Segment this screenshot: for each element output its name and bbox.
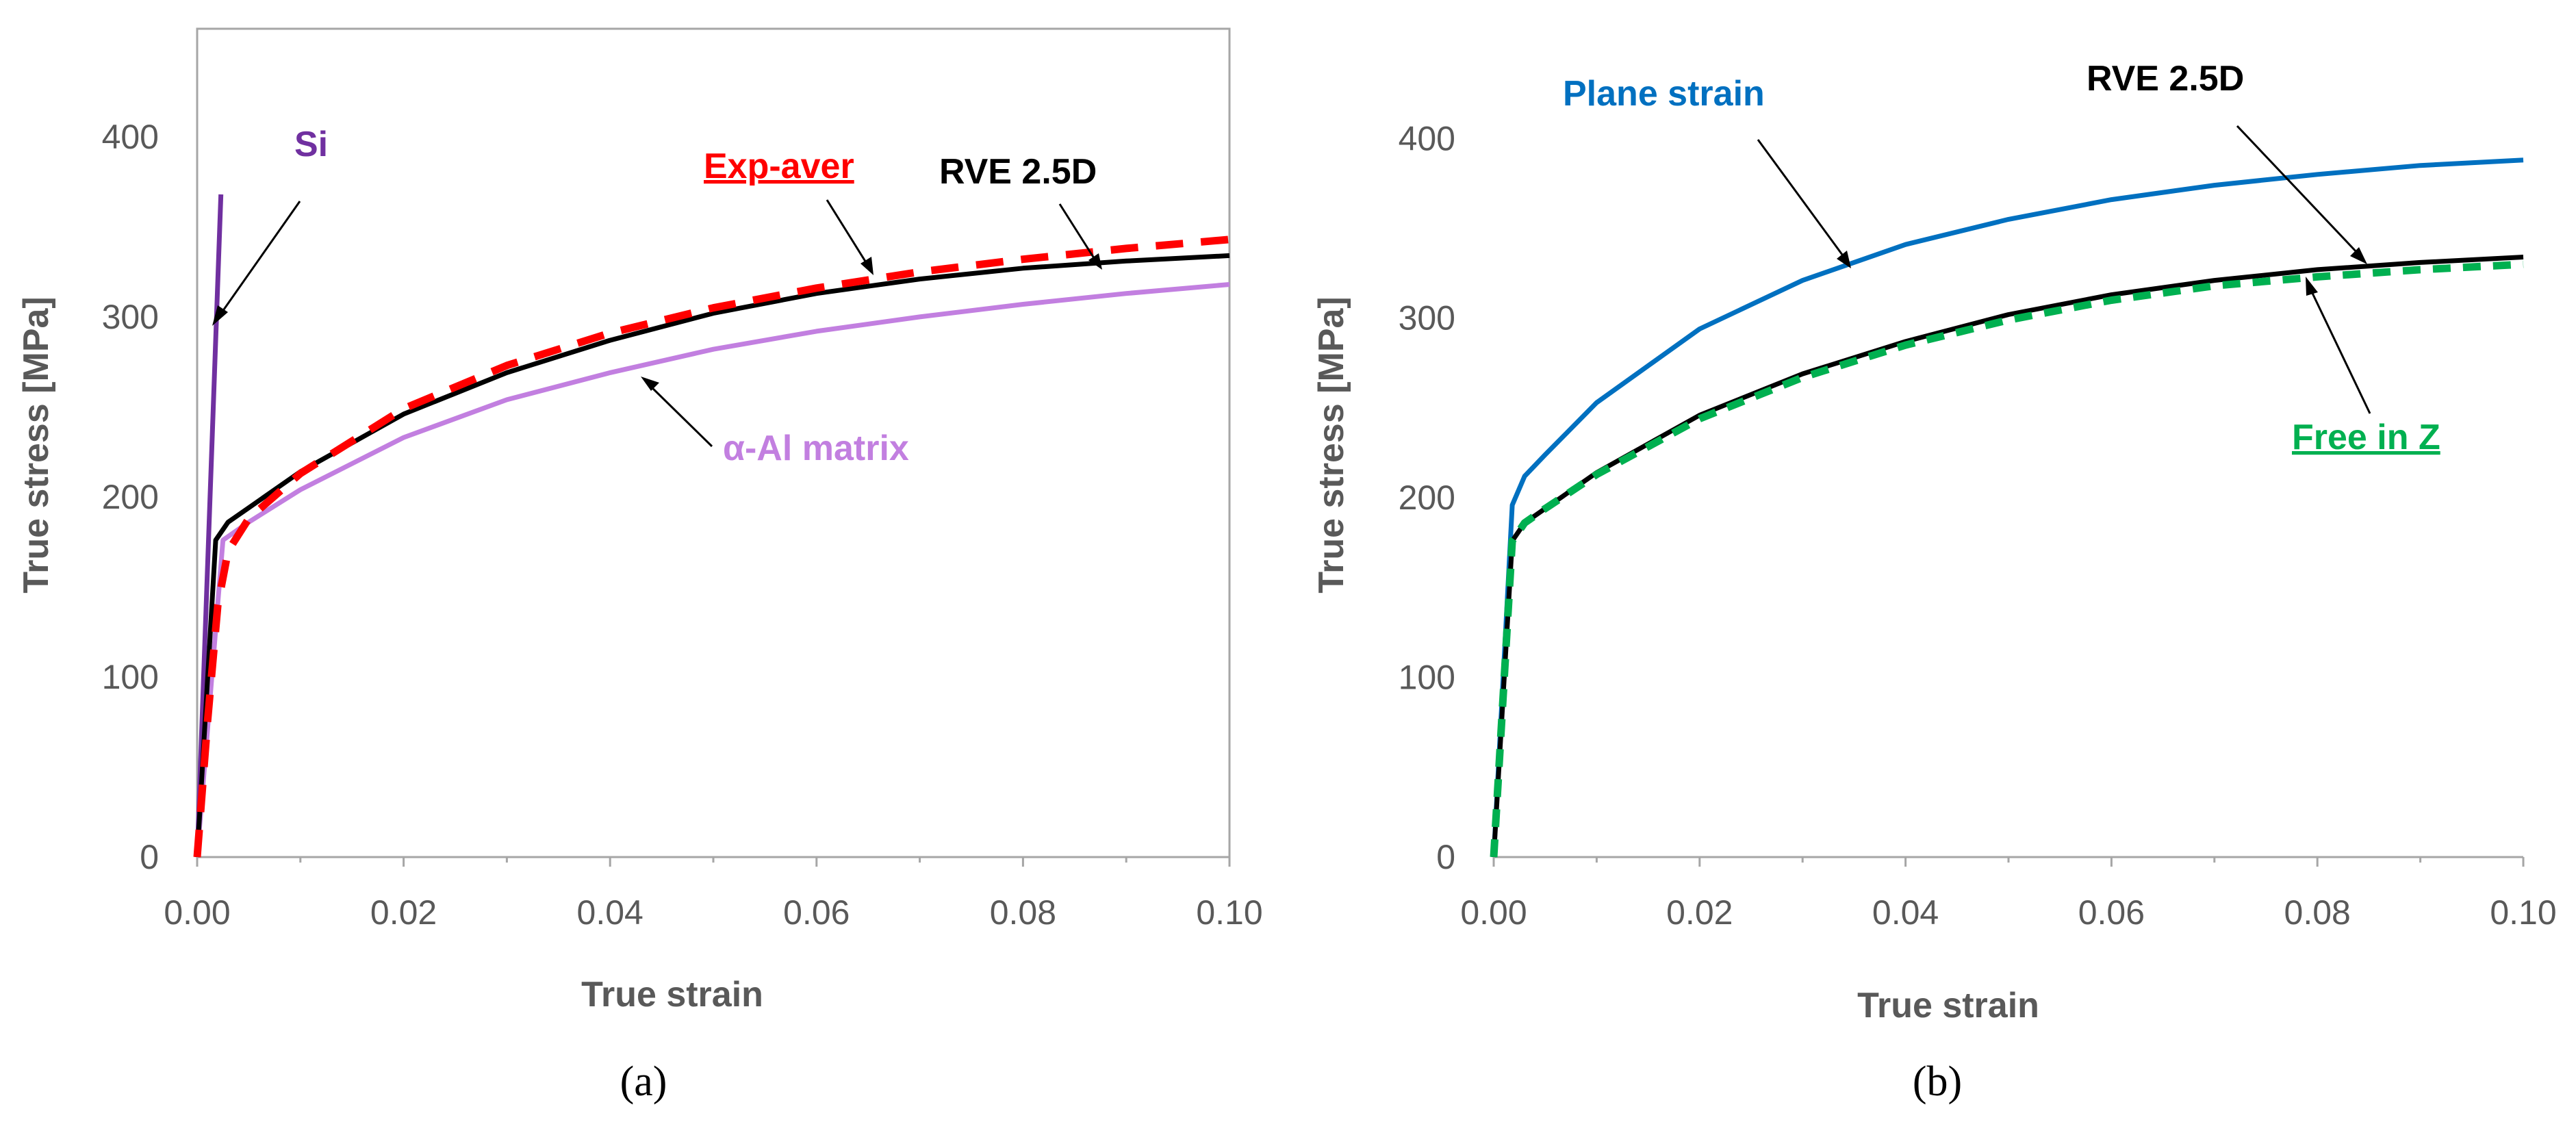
panel-a-series-si (194, 194, 224, 858)
panel-a-series-exp-aver (193, 235, 1230, 858)
panel-b-x-tick-label: 0.02 (1666, 893, 1733, 932)
panel-b-arrowhead-rve (2350, 247, 2367, 264)
panel-a-y-tick-label: 400 (102, 118, 159, 156)
panel-b-arrow-free-in-z (2308, 287, 2371, 414)
panel-a-x-tick-label: 0.06 (783, 893, 850, 932)
panel-b-arrowhead-free-in-z (2306, 277, 2318, 296)
panel-b-series-free-in-z (1490, 260, 2524, 858)
panel-a-x-tick-label: 0.00 (164, 893, 230, 932)
panel-b-y-tick-label: 0 (1436, 838, 1455, 876)
panel-a-x-tick-label: 0.02 (370, 893, 437, 932)
panel-a-y-tick-label: 300 (102, 298, 159, 336)
panel-b-caption: (b) (1913, 1058, 1962, 1105)
panel-b-annotation-free-in-z: Free in Z (2292, 418, 2440, 457)
panel-a-arrowhead-si (212, 305, 228, 326)
panel-b-x-tick-label: 0.00 (1460, 893, 1527, 932)
panel-a-arrowhead-al-matrix (641, 377, 659, 391)
panel-b-arrow-rve (2236, 125, 2360, 256)
panel-b-arrowhead-plane-strain (1837, 251, 1851, 268)
panel-b-x-tick-label: 0.04 (1872, 893, 1939, 932)
panel-b-y-tick-label: 300 (1399, 299, 1455, 337)
panel-a-x-tick-label: 0.04 (577, 893, 643, 932)
panel-b-arrow-plane-strain (1757, 139, 1846, 258)
panel-b: 0.00 0.02 0.04 0.06 0.08 0.10 0 100 200 300 400 Tr… (1312, 59, 2557, 1105)
panel-a-annotation-exp-aver: Exp-aver (704, 146, 854, 186)
panel-a-caption: (a) (620, 1058, 667, 1105)
panel-a-arrow-exp-aver (826, 199, 869, 266)
panel-a-arrow-rve (1058, 203, 1097, 261)
panel-a-x-tick-label: 0.10 (1196, 893, 1262, 932)
panel-b-y-tick-label: 400 (1399, 119, 1455, 157)
panel-a-x-axis-title: True strain (581, 975, 763, 1015)
panel-b-y-tick-label: 200 (1399, 479, 1455, 517)
panel-a-arrowhead-rve (1088, 253, 1102, 270)
panel-b-y-axis-title: True stress [MPa] (1312, 296, 1351, 594)
panel-b-x-axis-title: True strain (1857, 986, 2039, 1025)
panel-b-y-tick-label: 100 (1399, 659, 1455, 697)
panel-a-y-tick-label: 200 (102, 478, 159, 516)
panel-b-annotation-plane-strain: Plane strain (1563, 74, 1765, 114)
panel-b-annotation-rve: RVE 2.5D (2087, 59, 2244, 99)
panel-b-x-tick-label: 0.08 (2284, 893, 2351, 932)
panel-a-y-axis-title: True stress [MPa] (16, 296, 56, 594)
panel-a-series-al-matrix (194, 282, 1230, 858)
panel-a-annotation-rve: RVE 2.5D (939, 152, 1097, 192)
panel-a-y-tick-label: 0 (140, 838, 159, 876)
panel-b-x-tick-label: 0.06 (2078, 893, 2145, 932)
panel-a-arrow-si (218, 201, 301, 317)
panel-a-annotation-si: Si (294, 125, 328, 164)
panel-a-x-tick-label: 0.08 (990, 893, 1056, 932)
panel-b-series-plane-strain (1491, 157, 2524, 858)
panel-b-x-tick-label: 0.10 (2490, 893, 2556, 932)
panel-a-y-tick-label: 100 (102, 658, 159, 696)
panel-b-series-rve-2-5d (1491, 255, 2524, 858)
panel-a: 0.00 0.02 0.04 0.06 0.08 0.10 0 100 200 300 400 Tr… (16, 27, 1263, 1105)
panel-a-arrowhead-exp-aver (860, 257, 873, 275)
panel-a-annotation-al-matrix: α-Al matrix (723, 429, 909, 468)
panel-a-arrow-al-matrix (646, 382, 713, 448)
panel-a-series-rve-2-5d (194, 253, 1230, 858)
